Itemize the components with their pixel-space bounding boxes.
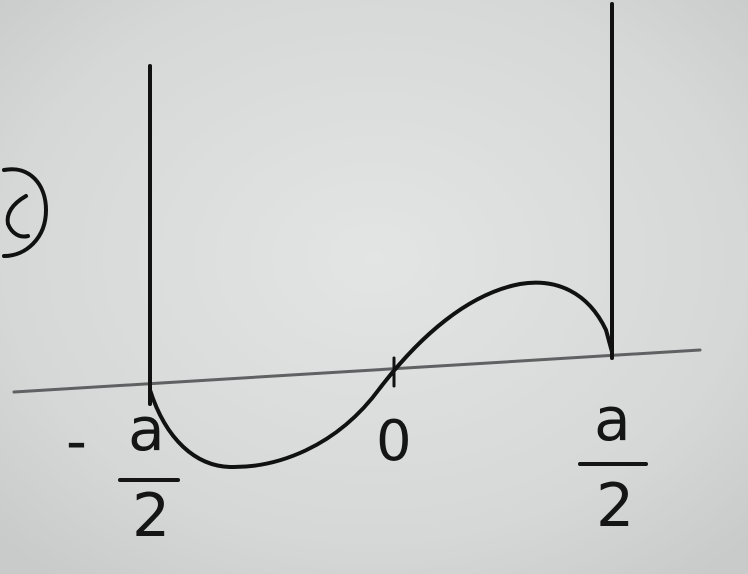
wavefunction-curve — [148, 280, 614, 470]
circled-mark-outline — [2, 167, 48, 258]
left-label-minus: - — [66, 407, 87, 475]
left-fraction-bar — [118, 478, 180, 482]
origin-label: 0 — [376, 409, 412, 474]
right-label-numerator: a — [594, 385, 631, 455]
left-label-denominator: 2 — [132, 481, 171, 551]
right-fraction-bar — [578, 462, 648, 466]
right-label-denominator: 2 — [596, 471, 635, 541]
x-axis-line — [12, 348, 702, 394]
circled-mark-glyph — [5, 194, 30, 239]
left-label-numerator: a — [128, 395, 165, 465]
